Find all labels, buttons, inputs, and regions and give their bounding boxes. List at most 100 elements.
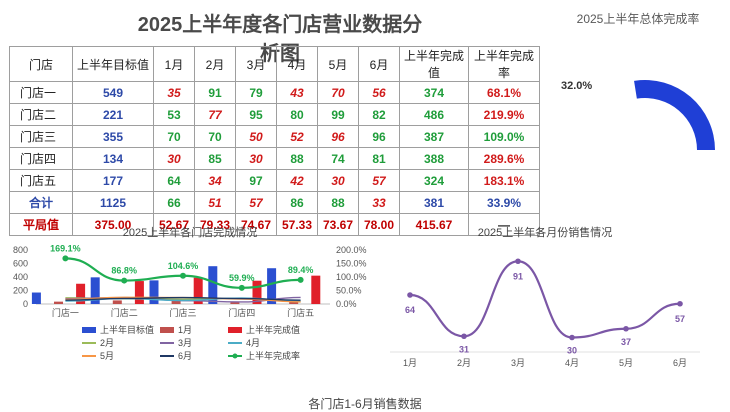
table-header-cell: 上半年目标值 xyxy=(72,46,154,82)
y-tick-left: 600 xyxy=(13,259,28,269)
month-cell: 70 xyxy=(153,125,195,148)
x-tick-label: 门店一 xyxy=(52,307,79,318)
month-cell: 99 xyxy=(317,103,359,126)
gauge-arc xyxy=(634,80,715,150)
bar xyxy=(90,277,100,304)
legend-label: 上半年目标值 xyxy=(100,324,154,335)
done-cell: 415.67 xyxy=(399,213,469,236)
month-cell: 57.33 xyxy=(276,213,318,236)
month-cell: 74 xyxy=(317,147,359,170)
done-cell: 381 xyxy=(399,191,469,214)
month-cell: 91 xyxy=(194,81,236,104)
bar xyxy=(31,292,41,304)
bar xyxy=(112,300,122,304)
data-label: 64 xyxy=(405,305,415,315)
data-table: 门店 上半年目标值 1月 2月 3月 4月 5月 6月 上半年完成值 上半年完成率 门店一 549 35… xyxy=(9,46,540,236)
x-tick-label: 5月 xyxy=(619,358,633,368)
average-row: 平局值 375.00 52.67 79.33 74.67 57.33 73.67 78.00 4… xyxy=(9,213,540,236)
legend-swatch xyxy=(160,327,174,333)
legend-marker xyxy=(232,353,238,359)
target-cell: 375.00 xyxy=(72,213,154,236)
table-header-cell: 2月 xyxy=(194,46,236,82)
month-cell: 34 xyxy=(194,169,236,192)
table-header-row: 门店 上半年目标值 1月 2月 3月 4月 5月 6月 上半年完成值 上半年完成率 xyxy=(9,46,540,82)
bar xyxy=(230,301,240,304)
month-cell: 51 xyxy=(194,191,236,214)
month-cell: 42 xyxy=(276,169,318,192)
month-cell: 78.00 xyxy=(358,213,400,236)
month-cell: 85 xyxy=(194,147,236,170)
y-tick-left: 200 xyxy=(13,286,28,296)
rate-point xyxy=(62,255,69,262)
rate-point xyxy=(121,277,128,284)
month-cell: 53 xyxy=(153,103,195,126)
table-header-cell: 3月 xyxy=(235,46,277,82)
table-header-cell: 门店 xyxy=(9,46,73,82)
data-label: 91 xyxy=(513,271,523,281)
bar xyxy=(311,275,321,304)
x-tick-label: 门店四 xyxy=(228,307,255,318)
target-cell: 549 xyxy=(72,81,154,104)
bar xyxy=(171,299,181,304)
month-cell: 50 xyxy=(235,125,277,148)
rate-point xyxy=(180,272,186,279)
target-cell: 221 xyxy=(72,103,154,126)
done-cell: 324 xyxy=(399,169,469,192)
legend-label: 上半年完成率 xyxy=(246,350,300,361)
bar xyxy=(76,283,86,304)
rate-point xyxy=(297,276,304,283)
y-tick-right: 200.0% xyxy=(336,245,367,255)
month-cell: 30 xyxy=(235,147,277,170)
gauge-chart: 32.0% xyxy=(561,80,715,150)
x-tick-label: 1月 xyxy=(403,358,417,368)
rate-cell: 33.9% xyxy=(468,191,540,214)
data-point xyxy=(407,292,413,298)
x-tick-label: 3月 xyxy=(511,358,525,368)
table-header-cell: 上半年完成值 xyxy=(399,46,469,82)
x-tick-label: 门店五 xyxy=(287,307,314,318)
month-cell: 66 xyxy=(153,191,195,214)
data-point xyxy=(569,334,575,341)
bar xyxy=(54,301,63,304)
month-cell: 30 xyxy=(153,147,195,170)
y-tick-right: 100.0% xyxy=(336,272,367,282)
legend-label: 3月 xyxy=(178,338,192,348)
month-cell: 97 xyxy=(235,169,277,192)
rate-cell: 109.0% xyxy=(468,125,540,148)
legend-label: 1月 xyxy=(178,325,192,335)
rate-cell: 183.1% xyxy=(468,169,540,192)
data-label: 86.8% xyxy=(111,266,137,276)
table-header-cell: 上半年完成率 xyxy=(468,46,540,82)
table-row: 门店四 134 30 85 30 88 74 81 388 289.6% xyxy=(9,147,540,170)
month-cell: 79.33 xyxy=(194,213,236,236)
x-tick-label: 6月 xyxy=(673,358,687,368)
month-cell: 73.67 xyxy=(317,213,359,236)
store-name-cell: 门店二 xyxy=(9,103,73,126)
month-cell: 88 xyxy=(276,147,318,170)
month-cell: 52.67 xyxy=(153,213,195,236)
x-tick-label: 门店二 xyxy=(111,307,138,318)
data-label: 89.4% xyxy=(288,265,314,275)
footer-title: 各门店1-6月销售数据 xyxy=(308,397,422,411)
month-cell: 70 xyxy=(317,81,359,104)
y-tick-left: 400 xyxy=(13,272,28,282)
table-row: 门店五 177 64 34 97 42 30 57 324 183.1% xyxy=(9,169,540,192)
legend-swatch xyxy=(82,327,96,333)
target-cell: 134 xyxy=(72,147,154,170)
data-label: 57 xyxy=(675,314,685,324)
month-cell: 82 xyxy=(358,103,400,126)
gauge-title: 2025上半年总体完成率 xyxy=(576,12,700,26)
y-tick-right: 150.0% xyxy=(336,259,367,269)
x-tick-label: 4月 xyxy=(565,358,579,368)
y-tick-right: 0.0% xyxy=(336,299,357,309)
table-row: 门店二 221 53 77 95 80 99 82 486 219.9% xyxy=(9,103,540,126)
rate-cell: 68.1% xyxy=(468,81,540,104)
series-line xyxy=(65,296,301,301)
month-cell: 96 xyxy=(317,125,359,148)
bar xyxy=(267,268,277,304)
total-label-cell: 合计 xyxy=(9,191,73,214)
done-cell: 374 xyxy=(399,81,469,104)
data-label: 59.9% xyxy=(229,273,255,283)
bar xyxy=(252,280,262,304)
legend-label: 6月 xyxy=(178,351,192,361)
